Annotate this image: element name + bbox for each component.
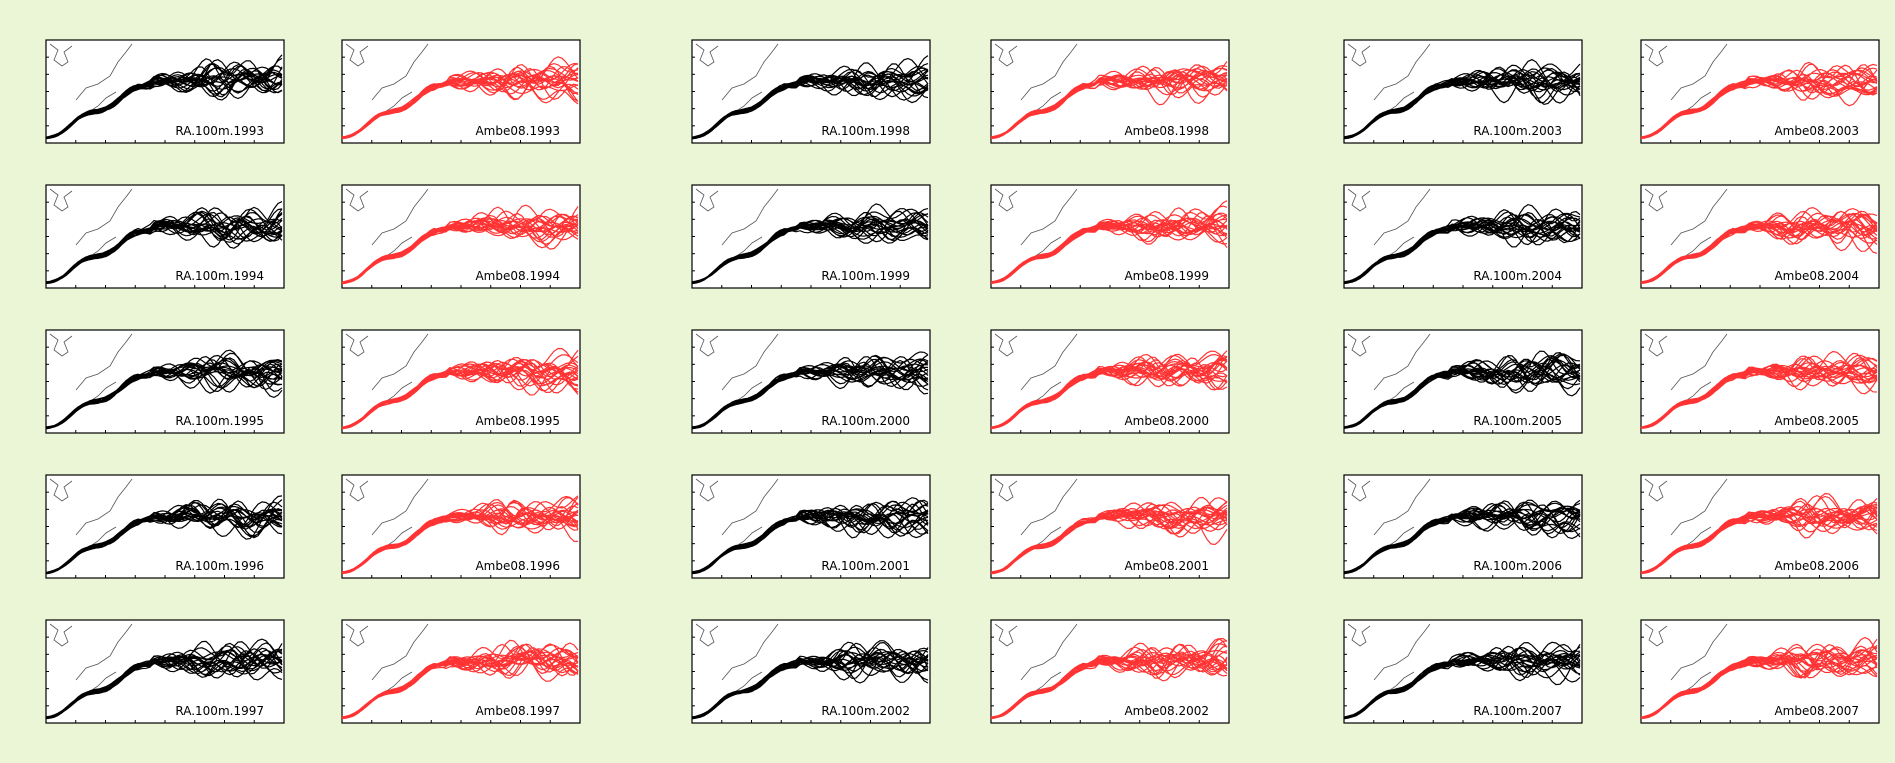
panel-label: Ambe08.2006 <box>1774 559 1859 573</box>
panel-label: RA.100m.1997 <box>175 704 264 718</box>
panel-label: Ambe08.2005 <box>1774 414 1859 428</box>
panel: RA.100m.1996 <box>46 475 284 578</box>
panel-label: RA.100m.1999 <box>821 269 910 283</box>
panel: Ambe08.2003 <box>1641 40 1879 143</box>
panel-label: Ambe08.2003 <box>1774 124 1859 138</box>
panel-label: Ambe08.1999 <box>1124 269 1209 283</box>
panel: RA.100m.2007 <box>1344 620 1582 723</box>
panel-label: Ambe08.1997 <box>475 704 560 718</box>
panel: Ambe08.1995 <box>342 330 580 433</box>
panel: RA.100m.1993 <box>46 40 284 143</box>
panel: RA.100m.2002 <box>692 620 930 723</box>
panel: Ambe08.2001 <box>991 475 1229 578</box>
panel-label: Ambe08.1996 <box>475 559 560 573</box>
panel-label: RA.100m.2004 <box>1473 269 1562 283</box>
panel: RA.100m.1998 <box>692 40 930 143</box>
panel-label: RA.100m.2006 <box>1473 559 1562 573</box>
panel: Ambe08.1998 <box>991 40 1229 143</box>
panel-label: RA.100m.1994 <box>175 269 264 283</box>
panel: Ambe08.1994 <box>342 185 580 288</box>
panel-label: RA.100m.1993 <box>175 124 264 138</box>
panel: Ambe08.2007 <box>1641 620 1879 723</box>
panel: RA.100m.2005 <box>1344 330 1582 433</box>
panel: RA.100m.2006 <box>1344 475 1582 578</box>
panel: Ambe08.2002 <box>991 620 1229 723</box>
panel: Ambe08.1993 <box>342 40 580 143</box>
panel-label: RA.100m.1996 <box>175 559 264 573</box>
panel-label: RA.100m.2003 <box>1473 124 1562 138</box>
panel-label: RA.100m.2000 <box>821 414 910 428</box>
panel-label: RA.100m.1998 <box>821 124 910 138</box>
panel: RA.100m.1995 <box>46 330 284 433</box>
panel-label: RA.100m.2005 <box>1473 414 1562 428</box>
panel-label: Ambe08.2007 <box>1774 704 1859 718</box>
panel-label: RA.100m.2002 <box>821 704 910 718</box>
panel-label: Ambe08.2004 <box>1774 269 1859 283</box>
panel: Ambe08.1997 <box>342 620 580 723</box>
panel: RA.100m.2000 <box>692 330 930 433</box>
panel-label: Ambe08.1995 <box>475 414 560 428</box>
panel: RA.100m.1999 <box>692 185 930 288</box>
panel-label: Ambe08.1993 <box>475 124 560 138</box>
panel-label: RA.100m.2007 <box>1473 704 1562 718</box>
panel: Ambe08.2000 <box>991 330 1229 433</box>
panel-label: Ambe08.1998 <box>1124 124 1209 138</box>
panel: Ambe08.1999 <box>991 185 1229 288</box>
panel: RA.100m.1994 <box>46 185 284 288</box>
panel: Ambe08.2006 <box>1641 475 1879 578</box>
panel: Ambe08.2004 <box>1641 185 1879 288</box>
panel-label: Ambe08.1994 <box>475 269 560 283</box>
panel-label: RA.100m.2001 <box>821 559 910 573</box>
panel: RA.100m.2004 <box>1344 185 1582 288</box>
panel: RA.100m.2003 <box>1344 40 1582 143</box>
panel-label: Ambe08.2002 <box>1124 704 1209 718</box>
panel-label: Ambe08.2000 <box>1124 414 1209 428</box>
panel: Ambe08.1996 <box>342 475 580 578</box>
panel: RA.100m.2001 <box>692 475 930 578</box>
panel-label: RA.100m.1995 <box>175 414 264 428</box>
panel-label: Ambe08.2001 <box>1124 559 1209 573</box>
figure: RA.100m.1993 Ambe08.1993 RA.100m.1998 Ambe0… <box>0 0 1895 763</box>
panel: Ambe08.2005 <box>1641 330 1879 433</box>
panel: RA.100m.1997 <box>46 620 284 723</box>
